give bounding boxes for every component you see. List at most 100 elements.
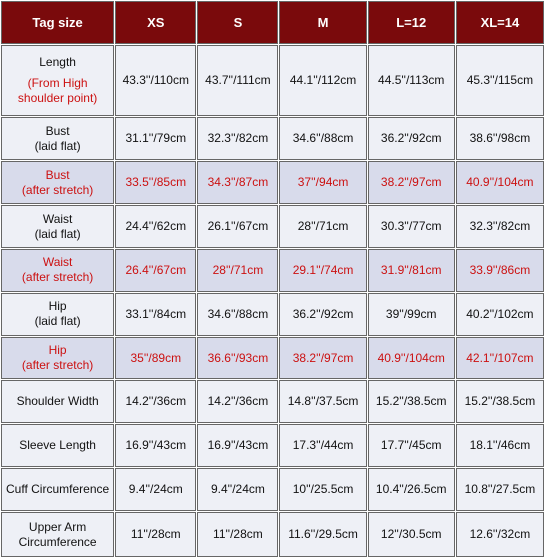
label-line: Upper Arm — [28, 519, 87, 534]
value-cell: 36.6''/93cm — [197, 336, 279, 380]
value-cell: 10.8''/27.5cm — [455, 468, 544, 512]
value-cell: 43.7''/111cm — [197, 45, 279, 117]
row-label: Cuff Circumference — [1, 468, 115, 512]
label-line: Shoulder Width — [16, 394, 99, 409]
value-cell: 28''/71cm — [279, 205, 367, 248]
label-line: Circumference — [18, 534, 97, 549]
label-line: Waist — [42, 211, 73, 226]
table-row: Shoulder Width 14.2''/36cm 14.2''/36cm 14.8… — [1, 380, 544, 424]
value-cell: 14.2''/36cm — [197, 380, 279, 424]
value-cell: 14.2''/36cm — [115, 380, 197, 424]
value-cell: 31.1''/79cm — [115, 117, 197, 161]
value-cell: 44.5''/113cm — [367, 45, 455, 117]
table-row: Bust (after stretch) 33.5''/85cm 34.3''/87c… — [1, 161, 544, 205]
value-cell: 16.9''/43cm — [197, 424, 279, 468]
header-cell: S — [197, 1, 279, 44]
value-cell: 29.1''/74cm — [279, 248, 367, 292]
label-line: Bust — [45, 167, 70, 182]
header-row: Tag size XS S M L=12 XL=14 — [1, 1, 544, 44]
label-line: (laid flat) — [34, 314, 81, 329]
value-cell: 42.1''/107cm — [455, 336, 544, 380]
value-cell: 33.1''/84cm — [115, 292, 197, 336]
label-line: Sleeve Length — [19, 438, 96, 453]
label-line: Cuff Circumference — [6, 482, 110, 497]
value-cell: 31.9''/81cm — [367, 248, 455, 292]
value-cell: 38.6''/98cm — [455, 117, 544, 161]
header-cell: XL=14 — [455, 1, 544, 44]
row-label: Upper Arm Circumference — [1, 512, 115, 557]
value-cell: 32.3''/82cm — [197, 117, 279, 161]
header-cell: L=12 — [367, 1, 455, 44]
label-line: Length — [39, 55, 76, 70]
row-label: Sleeve Length — [1, 424, 115, 468]
value-cell: 35''/89cm — [115, 336, 197, 380]
value-cell: 12.6''/32cm — [455, 512, 544, 557]
value-cell: 30.3''/77cm — [367, 205, 455, 248]
label-line: Hip — [48, 299, 67, 314]
label-line: (laid flat) — [34, 138, 81, 153]
header-cell: Tag size — [1, 1, 115, 44]
value-cell: 24.4''/62cm — [115, 205, 197, 248]
row-label: Hip (laid flat) — [1, 292, 115, 336]
value-cell: 32.3''/82cm — [455, 205, 544, 248]
table-row: Hip (laid flat) 33.1''/84cm 34.6''/88cm 36.2… — [1, 292, 544, 336]
row-label: Length (From High shoulder point) — [1, 45, 115, 117]
value-cell: 15.2''/38.5cm — [455, 380, 544, 424]
value-cell: 18.1''/46cm — [455, 424, 544, 468]
row-label: Waist (after stretch) — [1, 248, 115, 292]
value-cell: 15.2''/38.5cm — [367, 380, 455, 424]
value-cell: 16.9''/43cm — [115, 424, 197, 468]
table-row: Sleeve Length 16.9''/43cm 16.9''/43cm 17.3'… — [1, 424, 544, 468]
value-cell: 28''/71cm — [197, 248, 279, 292]
table-row: Cuff Circumference 9.4''/24cm 9.4''/24cm 10… — [1, 468, 544, 512]
value-cell: 40.9''/104cm — [367, 336, 455, 380]
value-cell: 9.4''/24cm — [197, 468, 279, 512]
row-label: Shoulder Width — [1, 380, 115, 424]
table-row: Waist (after stretch) 26.4''/67cm 28''/71cm… — [1, 248, 544, 292]
header-cell: M — [279, 1, 367, 44]
label-line: (after stretch) — [21, 182, 94, 197]
value-cell: 38.2''/97cm — [279, 336, 367, 380]
row-label: Waist (laid flat) — [1, 205, 115, 248]
value-cell: 10.4''/26.5cm — [367, 468, 455, 512]
value-cell: 26.1''/67cm — [197, 205, 279, 248]
value-cell: 34.6''/88cm — [197, 292, 279, 336]
value-cell: 26.4''/67cm — [115, 248, 197, 292]
value-cell: 33.5''/85cm — [115, 161, 197, 205]
value-cell: 38.2''/97cm — [367, 161, 455, 205]
table-body: Length (From High shoulder point) 43.3''/11… — [1, 45, 544, 557]
label-line: (after stretch) — [21, 358, 94, 373]
value-cell: 17.3''/44cm — [279, 424, 367, 468]
value-cell: 44.1''/112cm — [279, 45, 367, 117]
value-cell: 36.2''/92cm — [279, 292, 367, 336]
row-label: Bust (after stretch) — [1, 161, 115, 205]
row-label: Bust (laid flat) — [1, 117, 115, 161]
value-cell: 11.6''/29.5cm — [279, 512, 367, 557]
value-cell: 11''/28cm — [197, 512, 279, 557]
value-cell: 11''/28cm — [115, 512, 197, 557]
value-cell: 43.3''/110cm — [115, 45, 197, 117]
value-cell: 37''/94cm — [279, 161, 367, 205]
value-cell: 10''/25.5cm — [279, 468, 367, 512]
value-cell: 9.4''/24cm — [115, 468, 197, 512]
label-line: Bust — [45, 123, 70, 138]
row-label: Hip (after stretch) — [1, 336, 115, 380]
label-line: Waist — [42, 255, 73, 270]
label-line: (laid flat) — [34, 226, 81, 241]
value-cell: 12''/30.5cm — [367, 512, 455, 557]
header-cell: XS — [115, 1, 197, 44]
note-line: (From High — [27, 76, 88, 91]
table-row: Upper Arm Circumference 11''/28cm 11''/28cm… — [1, 512, 544, 557]
value-cell: 40.2''/102cm — [455, 292, 544, 336]
table-row: Waist (laid flat) 24.4''/62cm 26.1''/67cm 28… — [1, 205, 544, 248]
value-cell: 14.8''/37.5cm — [279, 380, 367, 424]
value-cell: 33.9''/86cm — [455, 248, 544, 292]
value-cell: 34.6''/88cm — [279, 117, 367, 161]
label-line: Hip — [48, 343, 67, 358]
label-line: (after stretch) — [21, 270, 94, 285]
table-row: Bust (laid flat) 31.1''/79cm 32.3''/82cm 34.… — [1, 117, 544, 161]
note-line: shoulder point) — [17, 91, 98, 106]
table-row: Length (From High shoulder point) 43.3''/11… — [1, 45, 544, 117]
